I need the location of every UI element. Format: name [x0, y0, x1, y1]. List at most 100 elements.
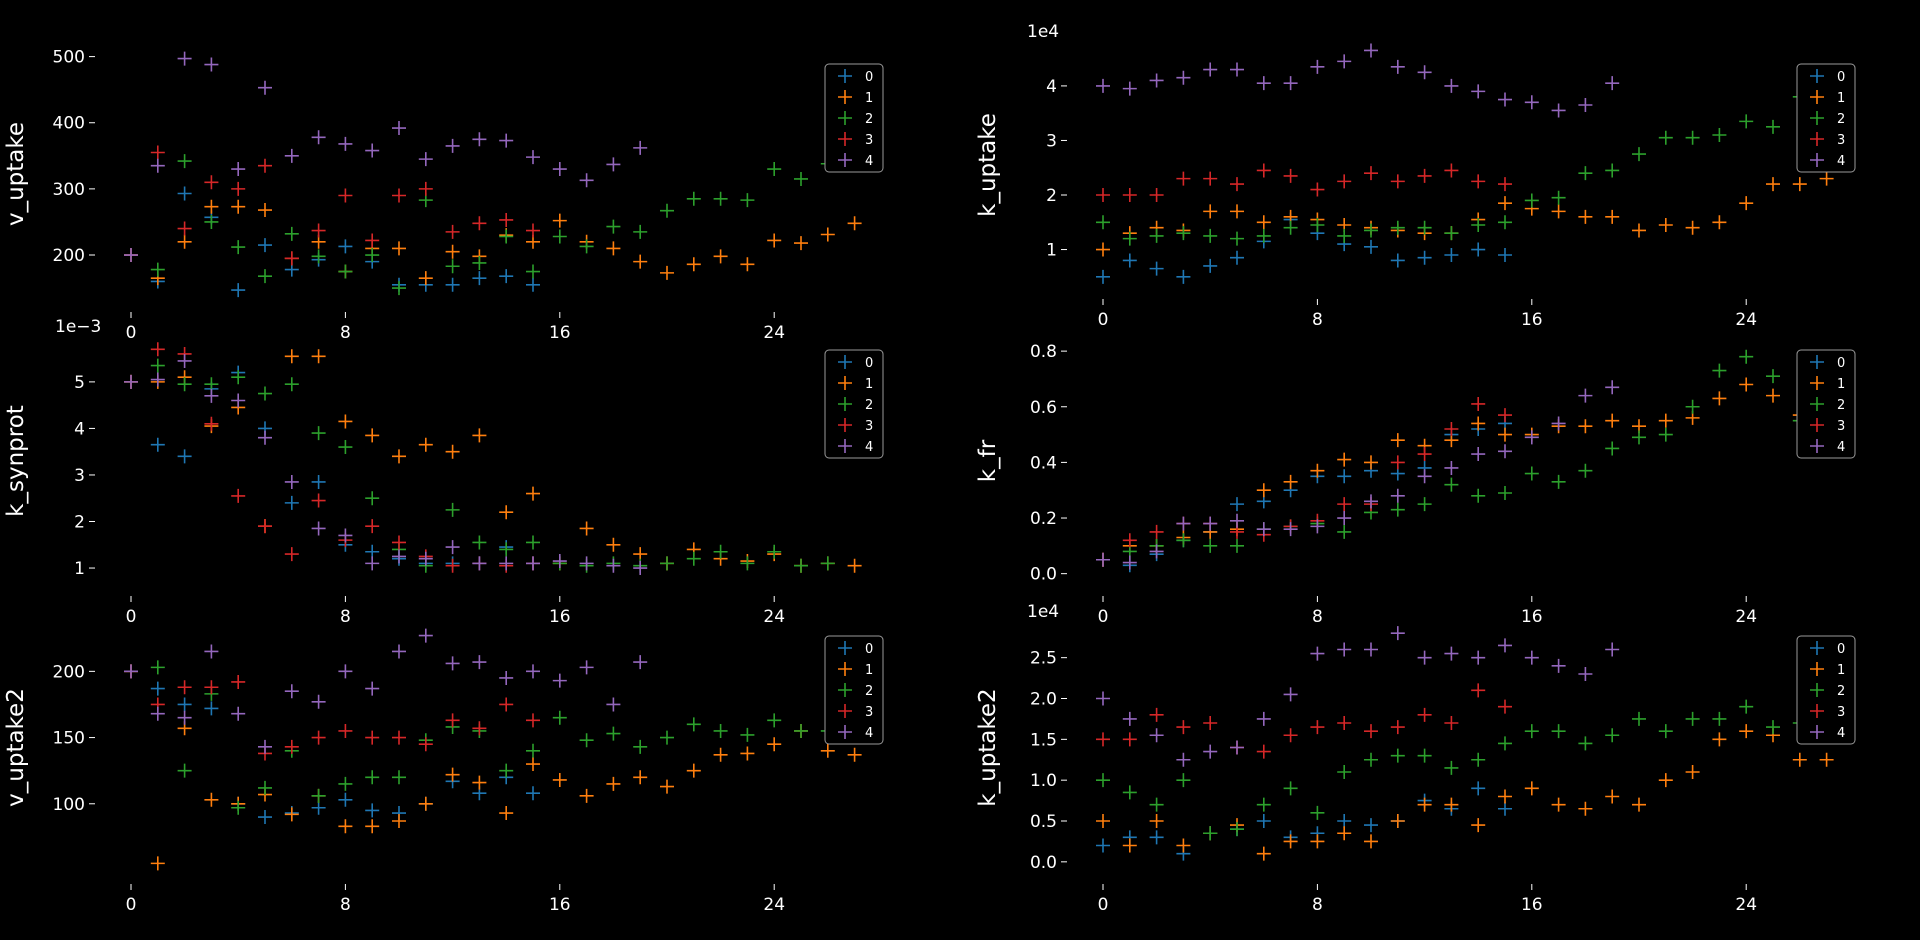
data-point-series-2 — [1658, 130, 1673, 145]
data-point-series-1 — [552, 772, 567, 787]
data-point-series-3 — [204, 416, 219, 431]
data-point-series-4 — [1176, 516, 1191, 531]
y-axis-title: k_uptake — [975, 113, 1001, 217]
data-point-series-4 — [177, 353, 192, 368]
data-point-series-4 — [1444, 460, 1459, 475]
data-point-series-4 — [445, 138, 460, 153]
data-point-series-1 — [204, 792, 219, 807]
x-tick-label: 24 — [1735, 607, 1757, 627]
data-point-series-4 — [1256, 711, 1271, 726]
data-point-series-0 — [258, 238, 272, 253]
x-tick-label: 8 — [340, 607, 351, 627]
data-point-series-4 — [1498, 444, 1512, 459]
data-point-series-2 — [1658, 427, 1673, 442]
data-point-series-4 — [311, 130, 326, 145]
data-point-series-3 — [231, 488, 246, 503]
data-point-series-3 — [1203, 716, 1218, 730]
data-point-series-1 — [1471, 818, 1486, 833]
data-point-series-3 — [1256, 163, 1271, 178]
data-point-series-4 — [258, 430, 272, 445]
data-point-series-2 — [526, 535, 540, 550]
data-point-series-2 — [552, 710, 567, 725]
data-point-series-3 — [1444, 163, 1459, 178]
data-point-series-2 — [1417, 497, 1432, 512]
data-point-series-4 — [579, 660, 594, 675]
data-point-series-4 — [177, 710, 192, 725]
y-tick-label: 2.5 — [1030, 649, 1057, 669]
data-point-series-3 — [1337, 716, 1352, 730]
data-point-series-2 — [1283, 781, 1298, 796]
data-point-series-0 — [1096, 838, 1110, 853]
data-point-series-4 — [1203, 744, 1218, 759]
data-point-series-3 — [1417, 168, 1432, 183]
data-point-series-1 — [1739, 196, 1754, 211]
data-point-series-4 — [284, 474, 299, 489]
data-point-series-0 — [231, 283, 246, 298]
data-point-series-4 — [1444, 646, 1459, 661]
legend-marker-2 — [838, 397, 852, 411]
data-point-series-1 — [1256, 846, 1271, 861]
data-point-series-2 — [1417, 748, 1432, 763]
data-point-series-1 — [1444, 797, 1459, 812]
data-point-series-0 — [284, 495, 299, 510]
data-point-series-3 — [499, 697, 514, 712]
legend-marker-1 — [838, 90, 852, 104]
data-point-series-4 — [392, 121, 406, 136]
data-point-series-4 — [1551, 416, 1566, 431]
data-point-series-2 — [311, 249, 326, 264]
data-point-series-1 — [847, 216, 862, 231]
data-point-series-1 — [392, 449, 406, 464]
x-tick-label: 8 — [340, 323, 351, 343]
data-point-series-2 — [445, 502, 460, 517]
y-tick-label: 300 — [53, 180, 85, 200]
data-point-series-2 — [1632, 147, 1646, 162]
data-point-series-4 — [204, 57, 219, 72]
data-point-series-2 — [338, 264, 353, 279]
data-point-series-2 — [552, 229, 567, 244]
x-tick-label: 16 — [549, 323, 571, 343]
data-point-series-2 — [686, 717, 701, 732]
x-tick-label: 0 — [1098, 895, 1109, 915]
data-point-series-4 — [1417, 469, 1432, 484]
data-point-series-4 — [633, 561, 648, 576]
data-point-series-1 — [1337, 452, 1352, 467]
data-point-series-1 — [1819, 171, 1834, 186]
data-point-series-0 — [177, 449, 192, 464]
data-point-series-2 — [1390, 220, 1405, 235]
x-tick-label: 24 — [763, 607, 785, 627]
data-point-series-2 — [1337, 524, 1352, 539]
data-point-series-1 — [1310, 834, 1325, 849]
data-point-series-2 — [338, 776, 353, 791]
data-point-series-3 — [1337, 174, 1352, 189]
data-point-series-1 — [1712, 215, 1727, 230]
data-point-series-1 — [1712, 732, 1727, 747]
data-point-series-1 — [633, 770, 648, 785]
data-point-series-1 — [1122, 838, 1137, 853]
data-point-series-2 — [472, 255, 487, 270]
data-point-series-1 — [1605, 209, 1620, 224]
data-point-series-4 — [579, 556, 594, 571]
data-point-series-2 — [606, 219, 621, 234]
data-point-series-2 — [392, 281, 406, 296]
data-point-series-3 — [418, 181, 433, 196]
data-point-series-2 — [1390, 502, 1405, 517]
data-point-series-3 — [1364, 166, 1378, 181]
data-point-series-1 — [1149, 814, 1164, 828]
data-point-series-4 — [1122, 81, 1137, 96]
data-point-series-2 — [1605, 441, 1620, 456]
legend-marker-2 — [1810, 683, 1824, 697]
legend-label: 1 — [1837, 377, 1845, 392]
data-point-series-1 — [365, 428, 380, 443]
data-point-series-2 — [499, 542, 514, 557]
data-point-series-0 — [1364, 818, 1378, 833]
data-point-series-2 — [1444, 477, 1459, 492]
legend-label: 0 — [865, 642, 873, 657]
legend-label: 4 — [1837, 726, 1845, 741]
data-point-series-1 — [606, 241, 621, 256]
data-point-series-4 — [1283, 522, 1298, 537]
data-point-series-2 — [1444, 226, 1459, 241]
data-point-series-2 — [231, 370, 246, 385]
data-point-series-2 — [1444, 760, 1459, 775]
data-point-series-1 — [1283, 474, 1298, 489]
data-point-series-4 — [1337, 54, 1352, 69]
